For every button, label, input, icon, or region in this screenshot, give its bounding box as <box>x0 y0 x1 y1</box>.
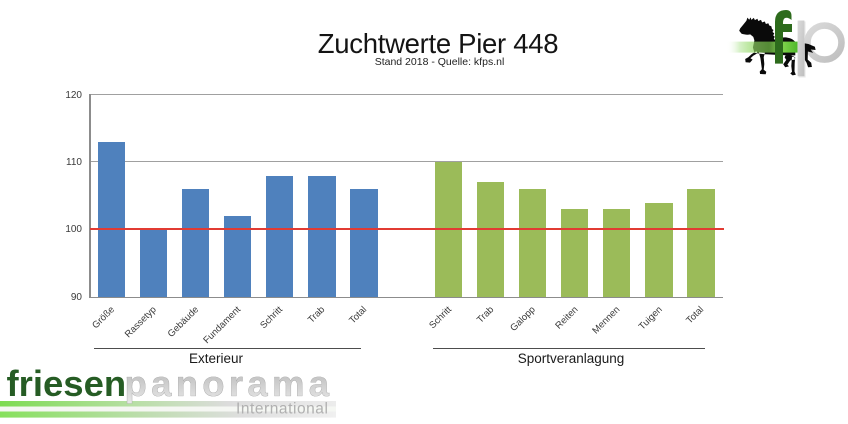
svg-text:International: International <box>236 401 328 418</box>
svg-text:panorama: panorama <box>125 363 334 404</box>
svg-text:friesen: friesen <box>7 363 127 404</box>
